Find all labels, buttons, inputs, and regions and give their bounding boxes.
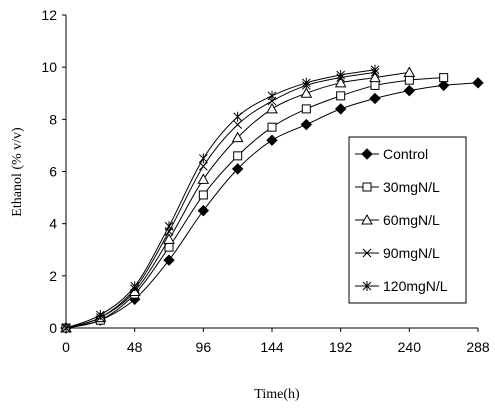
y-axis-ticks: 0 2 4 6 8 10 12 [41,7,66,336]
y-tick-label: 8 [49,111,57,127]
legend-label: 30mgN/L [383,179,440,195]
y-tick-label: 6 [49,164,57,180]
data-point [301,104,311,114]
series-line [65,71,376,329]
data-point [233,151,243,161]
data-point [198,190,208,200]
data-point [334,103,347,115]
x-tick-label: 240 [398,339,422,355]
series-line [65,69,376,329]
data-point [267,90,277,101]
data-point [370,64,380,75]
data-point [369,92,381,105]
data-point [362,182,372,192]
data-point [233,120,243,129]
x-axis-ticks: 0 48 96 144 192 240 288 [62,328,490,355]
data-point [197,173,210,184]
data-point [370,80,380,90]
legend-item: 30mgN/L [355,179,440,195]
data-point [163,233,175,244]
data-point [403,66,416,77]
legend-item: Control [355,146,428,162]
y-tick-label: 10 [41,59,57,75]
data-point [95,309,105,320]
data-point [61,323,71,333]
data-point [362,281,372,291]
y-tick-label: 12 [41,7,57,23]
data-point [300,118,313,131]
data-point [334,76,347,88]
legend-label: 90mgN/L [383,245,440,261]
y-tick-label: 4 [49,216,57,232]
data-point [369,71,381,83]
legend-label: 120mgN/L [383,278,448,294]
legend-item: 60mgN/L [355,212,440,228]
x-tick-label: 288 [466,339,490,355]
x-tick-label: 144 [260,339,284,355]
data-point [439,73,449,83]
data-point [361,148,373,160]
data-point [300,87,313,98]
series-5 [61,64,380,333]
data-point [266,102,278,114]
data-point [231,131,244,143]
data-point [472,77,484,89]
y-tick-label: 2 [49,268,57,284]
data-point [198,153,208,164]
x-tick-label: 96 [196,339,212,355]
data-point [336,91,346,101]
series-group [60,64,484,334]
series-4 [61,68,380,333]
data-point [197,204,210,217]
x-tick-label: 192 [329,339,353,355]
legend-item: 120mgN/L [355,278,448,294]
data-point [362,248,372,258]
y-axis-label: Ethanol (% v/v) [10,127,25,217]
data-point [404,75,414,85]
data-point [163,254,175,266]
legend-label: 60mgN/L [383,212,440,228]
data-point [266,134,278,146]
data-point [403,84,416,97]
data-point [164,221,174,232]
data-point [130,281,140,292]
data-point [267,122,277,132]
x-tick-label: 0 [62,339,70,355]
data-point [233,111,243,122]
series-3 [60,66,416,333]
data-point [437,79,450,92]
data-point [231,163,244,175]
legend-item: 90mgN/L [355,245,440,261]
data-point [336,69,346,80]
data-point [361,213,373,225]
legend-label: Control [383,146,428,162]
x-axis-label: Time(h) [254,387,300,402]
y-tick-label: 0 [49,320,57,336]
legend: Control 30mgN/L 60mgN/L 90mgN/L 120mgN/L [348,136,467,304]
data-point [301,77,311,88]
x-tick-label: 48 [127,339,143,355]
